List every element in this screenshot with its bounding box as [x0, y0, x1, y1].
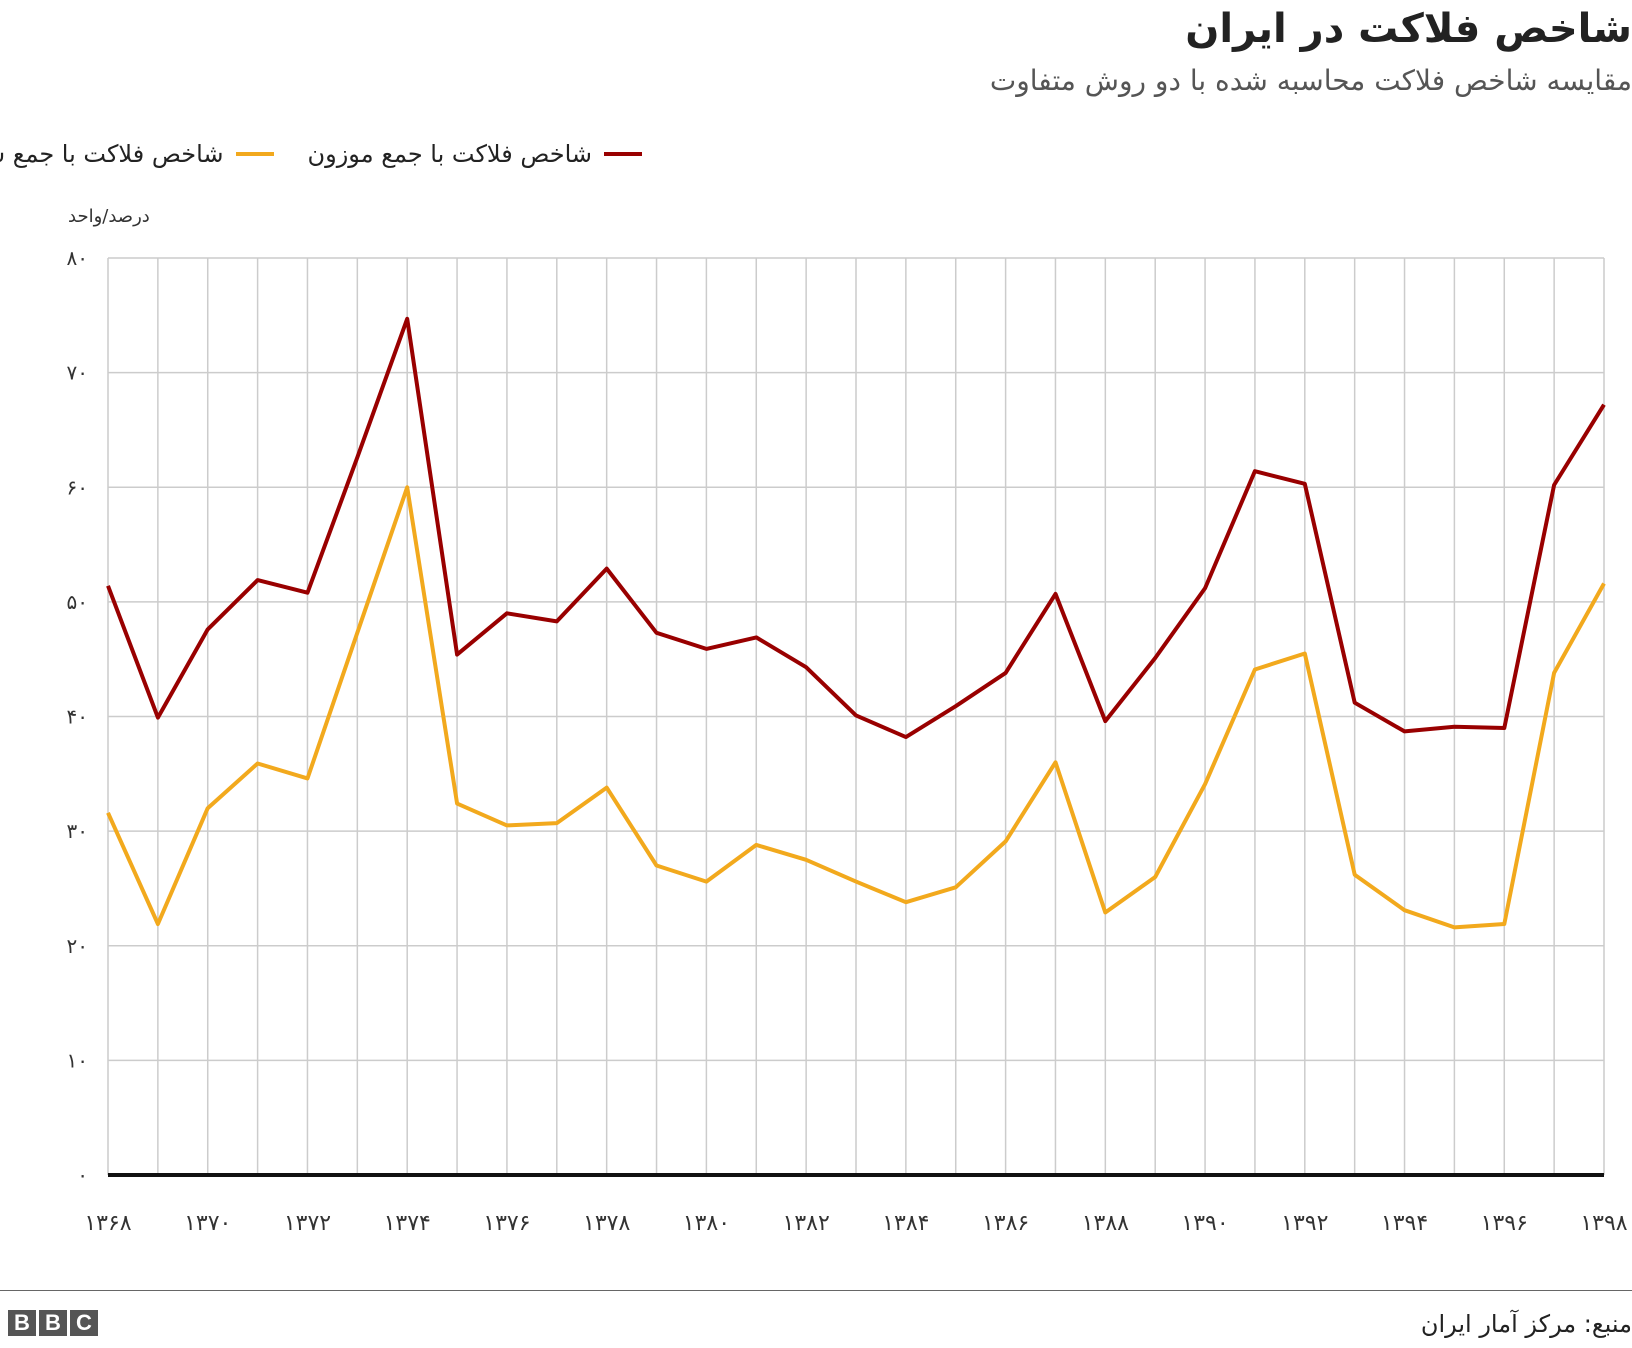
x-tick-label: ۱۳۸۲ [783, 1211, 830, 1236]
x-tick-label: ۱۳۹۲ [1281, 1211, 1328, 1236]
y-tick-label: ۵۰ [67, 590, 88, 614]
x-tick-label: ۱۳۹۰ [1181, 1211, 1228, 1236]
x-tick-label: ۱۳۸۶ [982, 1211, 1029, 1236]
footer-divider [0, 1290, 1632, 1291]
x-tick-label: ۱۳۷۴ [384, 1211, 431, 1236]
legend-label-weighted: شاخص فلاکت با جمع موزون [307, 140, 593, 168]
x-tick-label: ۱۳۷۲ [284, 1211, 331, 1236]
legend-swatch-weighted [604, 152, 642, 156]
y-tick-label: ۲۰ [67, 934, 88, 958]
legend: شاخص فلاکت با جمع موزون شاخص فلاکت با جم… [0, 140, 642, 168]
legend-label-simple: شاخص فلاکت با جمع ساده [0, 140, 224, 168]
chart-subtitle: مقایسه شاخص فلاکت محاسبه شده با دو روش م… [989, 64, 1632, 97]
series-line-weighted [106, 316, 1606, 740]
line-chart: ۰ ۱۰ ۲۰ ۳۰ ۴۰ ۵۰ ۶۰ ۷۰ ۸۰ ۱۳۶۸ ۱۳۷۰ ۱۳۷۲ ۱۳۷۴ ۱۳۷۶ ۱۳۷… [67, 246, 1628, 1236]
series-line-simple [106, 485, 1606, 930]
x-tick-label: ۱۳۹۴ [1381, 1211, 1428, 1236]
source-note: منبع: مرکز آمار ایران [1420, 1310, 1632, 1338]
y-tick-label: ۴۰ [67, 705, 88, 729]
legend-entry-simple: شاخص فلاکت با جمع ساده [0, 140, 274, 168]
y-tick-label: ۶۰ [67, 475, 88, 499]
x-tick-label: ۱۳۷۸ [583, 1211, 630, 1236]
x-tick-label: ۱۳۷۰ [184, 1211, 231, 1236]
chart-title: شاخص فلاکت در ایران [1185, 6, 1632, 52]
x-tick-label: ۱۳۸۴ [882, 1211, 929, 1236]
y-tick-label: ۰ [77, 1163, 88, 1187]
x-tick-label: ۱۳۸۸ [1082, 1211, 1129, 1236]
legend-swatch-simple [235, 152, 274, 156]
y-tick-label: ۳۰ [67, 819, 88, 843]
y-tick-label: ۷۰ [67, 361, 88, 385]
y-tick-label: ۸۰ [67, 246, 88, 270]
x-tick-label: ۱۳۷۶ [483, 1211, 530, 1236]
y-tick-label: ۱۰ [67, 1048, 88, 1072]
x-tick-label: ۱۳۹۶ [1481, 1211, 1528, 1236]
x-tick-label: ۱۳۹۸ [1580, 1211, 1627, 1236]
x-tick-label: ۱۳۸۰ [683, 1211, 730, 1236]
y-axis-unit-label: درصد/واحد [68, 206, 150, 227]
legend-entry-weighted: شاخص فلاکت با جمع موزون [307, 140, 642, 168]
x-tick-label: ۱۳۶۸ [84, 1211, 131, 1236]
